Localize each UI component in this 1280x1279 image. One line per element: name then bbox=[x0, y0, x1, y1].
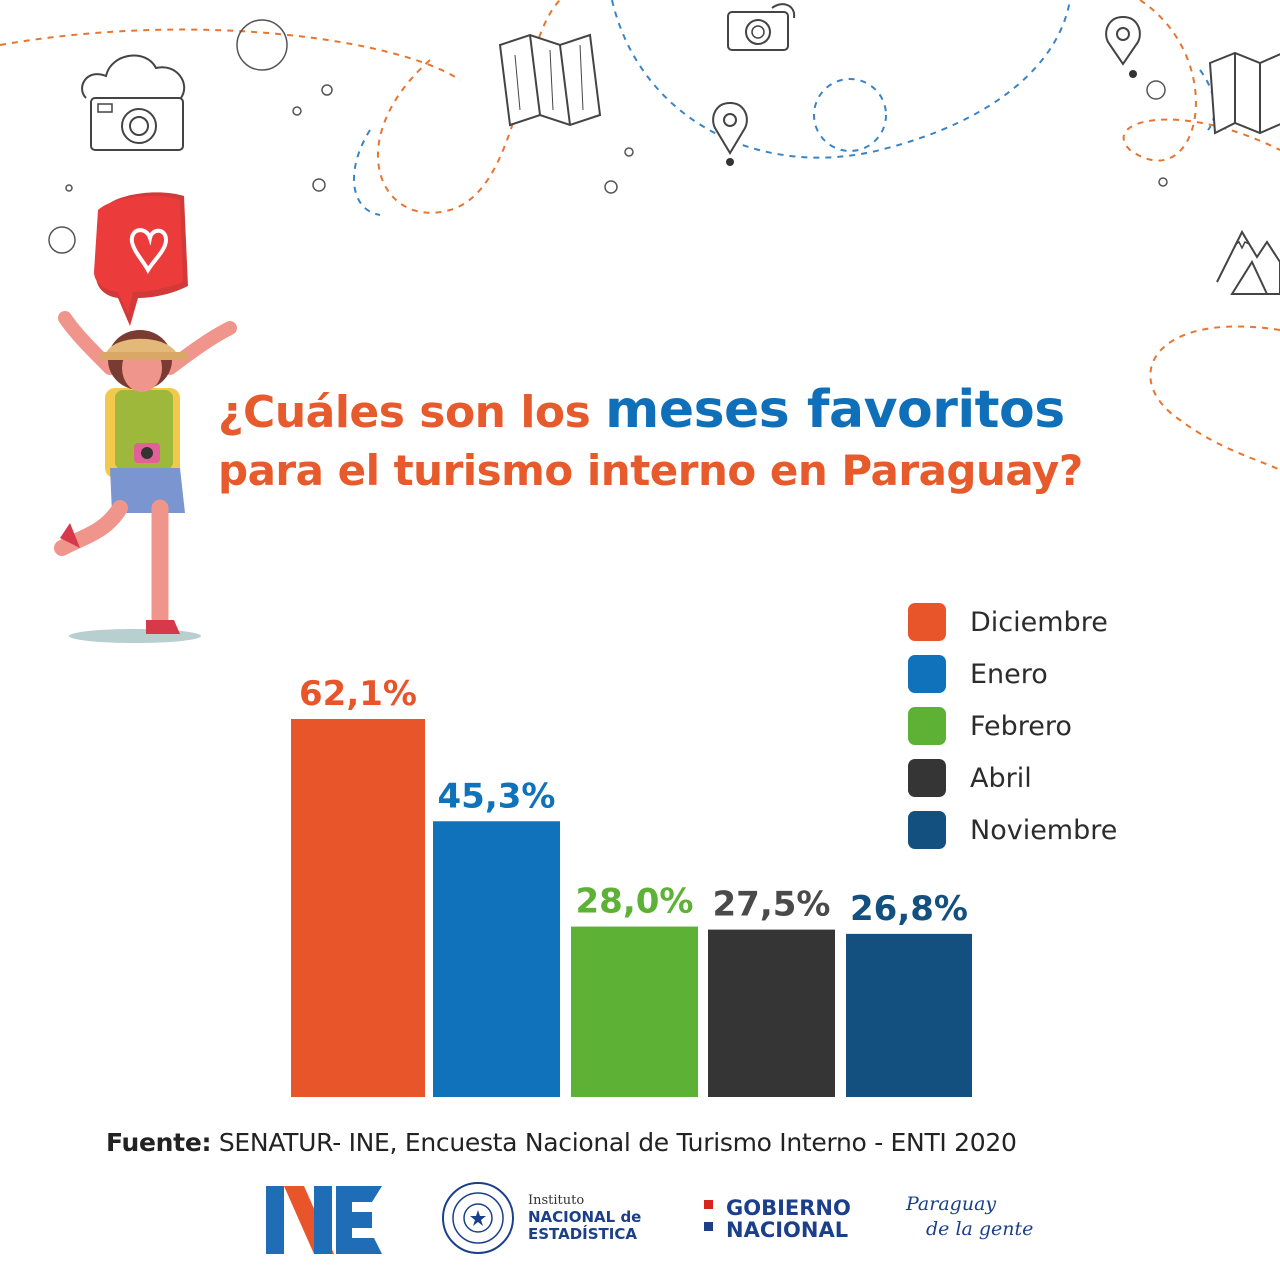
title-prefix: ¿Cuáles son los bbox=[218, 387, 606, 438]
legend-item: Noviembre bbox=[908, 804, 1117, 856]
data-label-noviembre: 26,8% bbox=[850, 889, 968, 929]
legend-item: Enero bbox=[908, 648, 1117, 700]
legend-label: Abril bbox=[970, 762, 1032, 794]
location-pin-icon bbox=[1105, 15, 1141, 78]
map-icon bbox=[1208, 51, 1280, 135]
source-note: Fuente: SENATUR- INE, Encuesta Nacional … bbox=[106, 1128, 1017, 1157]
ine-logo bbox=[266, 1186, 382, 1254]
chart-title-line1: ¿Cuáles son los meses favoritos bbox=[218, 380, 1065, 440]
ine-seal-line: NACIONAL de bbox=[528, 1208, 642, 1226]
camera-icon bbox=[81, 54, 186, 151]
background-doodles bbox=[0, 0, 1280, 471]
camera-icon bbox=[727, 3, 796, 51]
legend-swatch bbox=[908, 603, 946, 641]
paraguay-line: Paraguay bbox=[906, 1193, 997, 1215]
ine-seal-line: Instituto bbox=[528, 1193, 585, 1208]
mountain-icon bbox=[1216, 229, 1280, 295]
gobierno-flag-icon bbox=[704, 1200, 713, 1231]
chart-title-line2: para el turismo interno en Paraguay? bbox=[218, 446, 1083, 495]
bar-noviembre bbox=[846, 933, 972, 1097]
legend-label: Enero bbox=[970, 658, 1048, 690]
legend-swatch bbox=[908, 759, 946, 797]
gobierno-logo: GOBIERNO NACIONAL bbox=[726, 1197, 851, 1241]
gobierno-line: GOBIERNO bbox=[726, 1196, 851, 1220]
ine-seal-line: ESTADÍSTICA bbox=[528, 1225, 637, 1243]
legend-label: Febrero bbox=[970, 710, 1072, 742]
legend-item: Abril bbox=[908, 752, 1117, 804]
legend-label: Diciembre bbox=[970, 606, 1108, 638]
heart-bubble-icon bbox=[94, 192, 188, 326]
data-label-abril: 27,5% bbox=[713, 885, 831, 925]
bar-enero bbox=[433, 821, 560, 1097]
gobierno-line: NACIONAL bbox=[726, 1218, 849, 1242]
ine-seal-text: Instituto NACIONAL de ESTADÍSTICA bbox=[528, 1192, 641, 1243]
legend-swatch bbox=[908, 811, 946, 849]
legend-item: Diciembre bbox=[908, 596, 1117, 648]
national-seal-icon bbox=[442, 1182, 514, 1254]
chart-legend: Diciembre Enero Febrero Abril Noviembre bbox=[908, 596, 1117, 856]
data-label-diciembre: 62,1% bbox=[299, 674, 417, 714]
legend-swatch bbox=[908, 655, 946, 693]
legend-label: Noviembre bbox=[970, 814, 1118, 846]
legend-item: Febrero bbox=[908, 700, 1117, 752]
legend-swatch bbox=[908, 707, 946, 745]
map-icon bbox=[498, 33, 602, 127]
traveler-illustration bbox=[54, 311, 237, 643]
location-pin-icon bbox=[712, 101, 748, 166]
bar-febrero bbox=[571, 926, 698, 1097]
source-text: SENATUR- INE, Encuesta Nacional de Turis… bbox=[211, 1128, 1017, 1157]
data-label-enero: 45,3% bbox=[438, 776, 556, 816]
bar-abril bbox=[708, 929, 835, 1097]
source-label: Fuente: bbox=[106, 1128, 212, 1157]
title-highlight: meses favoritos bbox=[605, 380, 1065, 440]
paraguay-logo: Paraguay de la gente bbox=[906, 1192, 1033, 1242]
bar-diciembre bbox=[291, 719, 425, 1097]
paraguay-line: de la gente bbox=[926, 1218, 1034, 1240]
data-label-febrero: 28,0% bbox=[576, 882, 694, 922]
